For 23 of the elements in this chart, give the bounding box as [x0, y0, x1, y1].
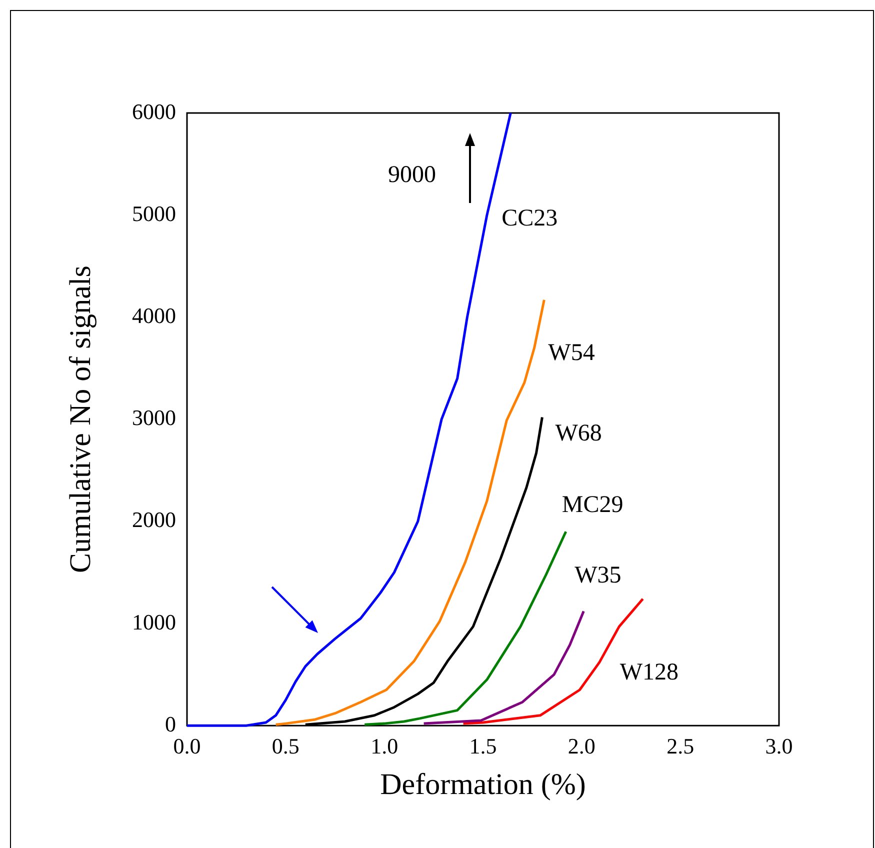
- series-label: W54: [548, 340, 595, 366]
- x-tick-label: 3.0: [765, 734, 793, 759]
- x-tick-label: 1.0: [370, 734, 398, 759]
- x-tick-label: 0.5: [272, 734, 300, 759]
- x-tick-label: 2.0: [568, 734, 596, 759]
- x-tick-label: 2.5: [666, 734, 694, 759]
- x-tick-label: 1.5: [469, 734, 497, 759]
- series-label: MC29: [562, 492, 624, 518]
- y-tick-label: 1000: [132, 609, 176, 634]
- y-tick-label: 2000: [132, 507, 176, 532]
- y-tick-label: 6000: [132, 98, 176, 124]
- y-tick-label: 0: [165, 711, 176, 736]
- series-label: W68: [555, 420, 602, 447]
- series-label: W128: [620, 659, 678, 686]
- y-tick-label: 4000: [132, 302, 176, 328]
- y-axis-title: Cumulative No of signals: [64, 266, 97, 574]
- series-label: W35: [574, 562, 622, 589]
- x-tick-label: 0.0: [173, 734, 201, 759]
- y-tick-label: 3000: [132, 405, 176, 430]
- annotation: 9000: [388, 162, 436, 189]
- x-axis-title: Deformation (%): [380, 768, 586, 801]
- y-tick-label: 5000: [132, 200, 176, 226]
- series-label: CC23: [502, 205, 558, 232]
